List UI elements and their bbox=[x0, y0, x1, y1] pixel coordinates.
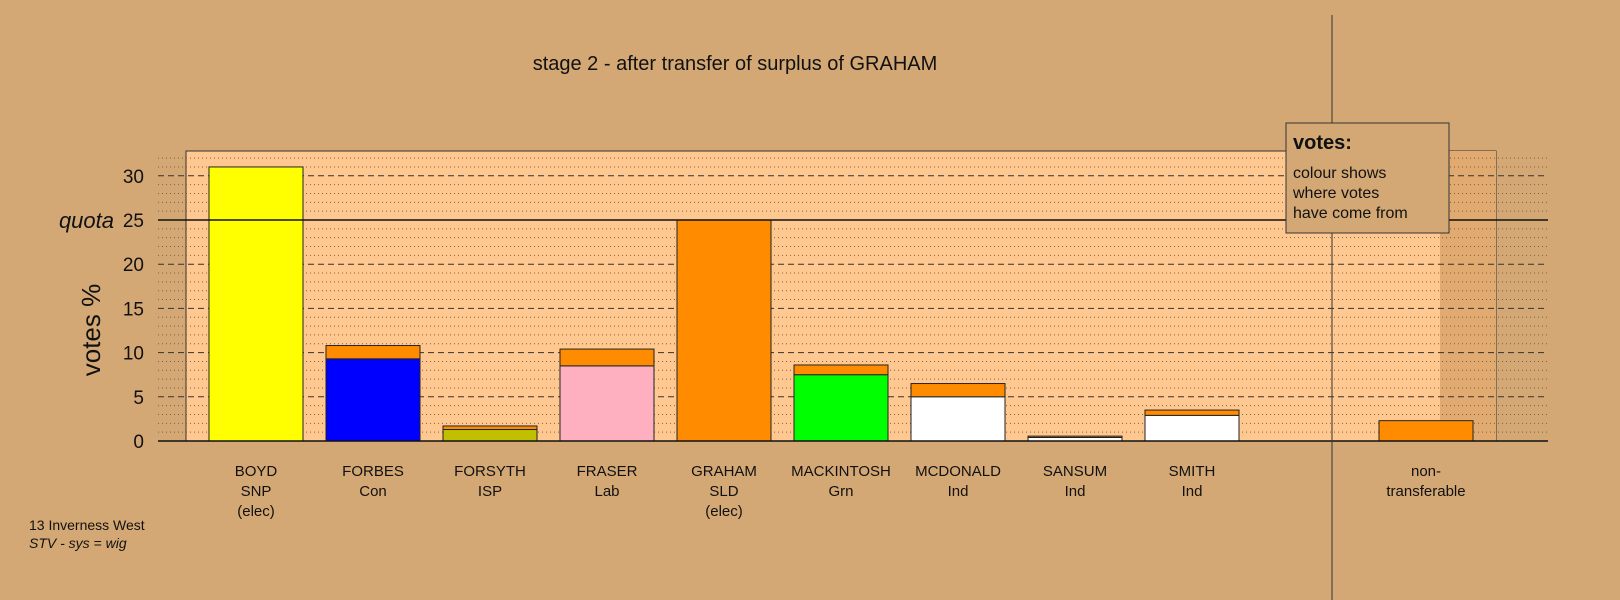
bar-nontransferable bbox=[1378, 420, 1474, 442]
legend-line-3: have come from bbox=[1293, 205, 1408, 222]
legend-line-2: where votes bbox=[1292, 185, 1379, 202]
nontransferable-label: transferable bbox=[1386, 483, 1465, 500]
quota-label: quota bbox=[59, 208, 114, 233]
label-layer: BOYD SNP (elec) FORBES Con FORSYTH ISP FRASER La… bbox=[235, 463, 1466, 520]
bar-segment-sansum-sld bbox=[1027, 435, 1123, 438]
candidate-label-sansum: Ind bbox=[1065, 483, 1086, 500]
footer-ward: 13 Inverness West bbox=[29, 517, 145, 533]
bars-layer bbox=[208, 166, 1474, 442]
candidate-label-graham: SLD bbox=[709, 483, 738, 500]
bar-segment-mackintosh-sld bbox=[793, 364, 889, 376]
candidate-label-forbes: Con bbox=[359, 483, 387, 500]
y-tick-label: 20 bbox=[123, 255, 144, 276]
candidate-label-mackintosh: MACKINTOSH bbox=[791, 463, 891, 480]
candidate-label-graham: (elec) bbox=[705, 503, 743, 520]
bar-segment-forsyth-isp bbox=[442, 429, 538, 442]
candidate-label-forsyth: ISP bbox=[478, 483, 502, 500]
candidate-label-smith: Ind bbox=[1182, 483, 1203, 500]
candidate-label-graham: GRAHAM bbox=[691, 463, 757, 480]
y-tick-label: 10 bbox=[123, 344, 144, 365]
candidate-label-mcdonald: Ind bbox=[948, 483, 969, 500]
footer-system: STV - sys = wig bbox=[29, 535, 127, 551]
bar-segment-smith-ind bbox=[1144, 414, 1240, 442]
bar-segment-boyd-snp bbox=[208, 166, 304, 442]
candidate-label-forsyth: FORSYTH bbox=[454, 463, 526, 480]
candidate-label-fraser: Lab bbox=[594, 483, 619, 500]
chart-title: stage 2 - after transfer of surplus of G… bbox=[533, 53, 938, 75]
legend-title: votes: bbox=[1293, 132, 1352, 154]
legend-line-1: colour shows bbox=[1293, 165, 1386, 182]
bar-segment-fraser-sld bbox=[559, 348, 655, 367]
y-tick-label: 0 bbox=[133, 432, 144, 453]
candidate-label-boyd: (elec) bbox=[237, 503, 275, 520]
candidate-label-mcdonald: MCDONALD bbox=[915, 463, 1001, 480]
candidate-label-smith: SMITH bbox=[1169, 463, 1216, 480]
y-tick-label: 5 bbox=[133, 388, 144, 409]
bar-segment-graham-sld bbox=[676, 219, 772, 442]
bar-segment-mcdonald-ind bbox=[910, 396, 1006, 442]
y-tick-label: 15 bbox=[123, 299, 144, 320]
bar-segment-smith-sld bbox=[1144, 409, 1240, 416]
candidate-label-forbes: FORBES bbox=[342, 463, 404, 480]
candidate-label-boyd: BOYD bbox=[235, 463, 278, 480]
y-axis-label: votes % bbox=[76, 284, 106, 377]
candidate-label-mackintosh: Grn bbox=[828, 483, 853, 500]
y-tick-label: 25 bbox=[123, 211, 144, 232]
nontransferable-label: non- bbox=[1411, 463, 1441, 480]
candidate-label-fraser: FRASER bbox=[577, 463, 638, 480]
bar-segment-forbes-sld bbox=[325, 345, 421, 360]
bar-segment-forsyth-sld bbox=[442, 425, 538, 431]
bar-segment-mackintosh-grn bbox=[793, 374, 889, 442]
bar-segment-fraser-lab bbox=[559, 365, 655, 442]
y-tick-label: 30 bbox=[123, 167, 144, 188]
legend-box: votes: colour shows where votes have com… bbox=[1285, 122, 1450, 234]
candidate-label-boyd: SNP bbox=[241, 483, 272, 500]
candidate-label-sansum: SANSUM bbox=[1043, 463, 1107, 480]
bar-segment-forbes-con bbox=[325, 358, 421, 442]
bar-segment-mcdonald-sld bbox=[910, 383, 1006, 398]
